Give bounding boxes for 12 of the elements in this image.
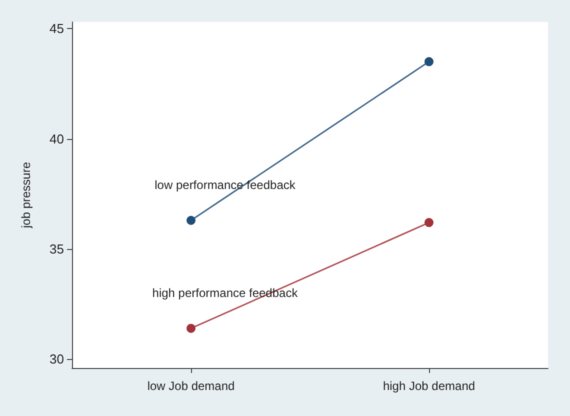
point <box>424 57 434 66</box>
x-tick-label: high Job demand <box>382 379 476 393</box>
y-tick-label: 40 <box>50 131 64 146</box>
point <box>424 218 434 228</box>
y-tick-label: 45 <box>50 21 64 36</box>
y-tick-label: 30 <box>50 352 64 367</box>
y-axis-title: job pressure <box>19 162 33 230</box>
point <box>186 216 196 225</box>
x-tick-label: low Job demand <box>147 379 235 393</box>
point <box>186 324 196 333</box>
series-label: low performance feedback <box>154 178 296 192</box>
y-tick-label: 35 <box>50 241 64 256</box>
